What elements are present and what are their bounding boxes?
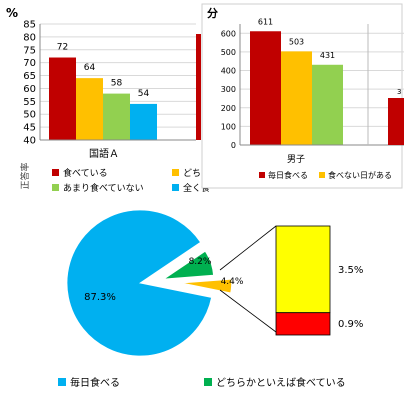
c2-y-tick-label: 400 <box>221 67 236 76</box>
c1-y-tick-label: 45 <box>23 123 36 134</box>
c2-y-tick-label: 100 <box>221 122 236 131</box>
c1-y-tick-label: 65 <box>23 71 36 82</box>
c1-bar <box>76 78 103 140</box>
chart-minutes: 分 600 500 400 300 200 100 0 611 503 431 3 男子 毎日食… <box>201 3 404 189</box>
c3-legend-item-2: どちらかといえば食べている <box>216 376 346 389</box>
c3-legend-swatch-2 <box>204 378 212 386</box>
c1-data-label: 54 <box>138 89 150 99</box>
c3-slice-label: 4.4% <box>221 277 244 287</box>
c1-y-tick-label: 80 <box>23 32 36 43</box>
c2-legend-item-1: 毎日食べる <box>268 170 308 180</box>
c2-bar <box>250 31 281 145</box>
c3-slice-blue <box>66 209 213 357</box>
c1-legend-swatch-1 <box>52 169 59 176</box>
c2-legend-swatch-2 <box>319 172 325 178</box>
c1-data-label: 72 <box>57 43 68 53</box>
c3-slice-orange <box>181 278 233 294</box>
c1-bar <box>103 93 130 140</box>
c1-bars: 72 64 58 54 <box>49 43 157 141</box>
c3-breakdown-label-1: 3.5% <box>338 265 363 276</box>
c1-bar <box>130 103 157 140</box>
c3-breakdown-segment <box>275 225 331 314</box>
c3-legend: 毎日食べる どちらかといえば食べている <box>58 376 346 389</box>
c2-data-label: 503 <box>289 37 304 46</box>
c3-connector-bottom <box>219 289 277 333</box>
c2-partial-bar <box>388 98 404 145</box>
c1-legend-item-1: 食べている <box>63 167 108 179</box>
c1-y-tick-label: 85 <box>23 20 36 31</box>
c2-y-tick-label: 0 <box>231 141 236 150</box>
c2-category-label: 男子 <box>287 154 305 165</box>
c1-y-tick-label: 40 <box>23 136 36 147</box>
c3-breakdown-bar <box>275 225 331 336</box>
c3-slice-label: 87.3% <box>84 292 116 303</box>
c3-slice-green <box>162 250 214 280</box>
c2-partial-label: 3 <box>397 88 401 96</box>
c1-y-tick-label: 70 <box>23 58 36 69</box>
c1-y-tick-label: 75 <box>23 45 36 56</box>
c2-unit-label: 分 <box>207 6 218 20</box>
c2-bars: 611 503 431 <box>250 17 343 145</box>
c2-bar <box>312 64 343 145</box>
c2-y-tick-label: 200 <box>221 104 236 113</box>
c1-legend-swatch-4 <box>172 184 179 191</box>
c1-y-tick-label: 50 <box>23 110 36 121</box>
c2-bar <box>281 51 312 145</box>
c1-category-label: 国語Ａ <box>89 147 119 160</box>
c2-legend-item-2: 食べない日がある <box>328 170 392 180</box>
c3-legend-item-1: 毎日食べる <box>70 376 120 389</box>
chart-breakfast-pie: 87.3% 8.2% 4.4% 3.5% 0.9% 毎日食べる どちらかといえば食べ… <box>58 209 363 389</box>
c2-y-ticks: 600 500 400 300 200 100 0 <box>221 29 236 150</box>
c1-data-label: 64 <box>84 63 96 73</box>
c2-legend: 毎日食べる 食べない日がある <box>259 170 392 180</box>
c1-legend: 食べている どちらか あまり食べていない 全く食 <box>52 167 219 194</box>
c2-y-tick-label: 300 <box>221 85 236 94</box>
c1-legend-swatch-2 <box>172 169 179 176</box>
c2-y-tick-label: 600 <box>221 29 236 38</box>
c3-breakdown-segment <box>275 312 331 336</box>
c1-legend-swatch-3 <box>52 184 59 191</box>
c2-data-label: 611 <box>258 17 273 26</box>
c1-y-tick-label: 55 <box>23 97 36 108</box>
c3-breakdown-label-2: 0.9% <box>338 319 363 330</box>
c2-data-label: 431 <box>320 51 335 60</box>
c3-pie: 87.3% 8.2% 4.4% <box>66 209 244 357</box>
c3-connector-top <box>219 225 277 271</box>
c1-y-tick-label: 60 <box>23 84 36 95</box>
c3-slice-label: 8.2% <box>189 257 212 267</box>
c2-legend-swatch-1 <box>259 172 265 178</box>
c2-y-tick-label: 500 <box>221 48 236 57</box>
c1-right-edge-axis <box>196 34 201 140</box>
c1-bar <box>49 57 76 141</box>
c3-legend-swatch-1 <box>58 378 66 386</box>
c1-legend-item-3: あまり食べていない <box>63 182 144 194</box>
c1-data-label: 58 <box>111 79 123 89</box>
c1-unit-label: % <box>6 6 18 20</box>
c1-side-label: 正答率 <box>19 162 31 189</box>
c1-legend-item-2: どちらか <box>183 168 219 179</box>
